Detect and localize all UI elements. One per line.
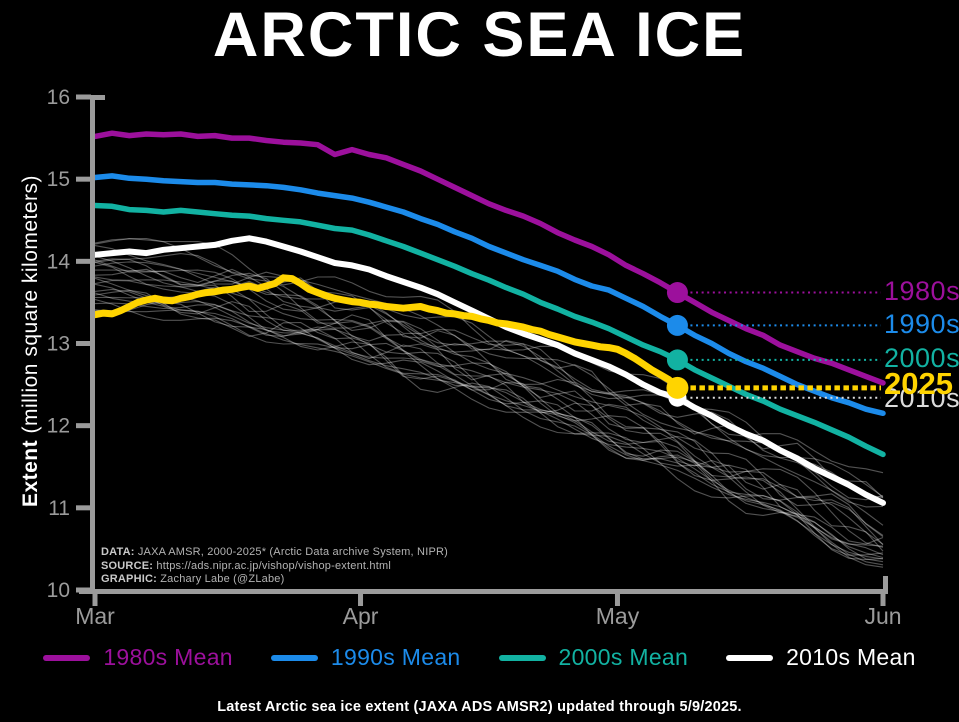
y-tick	[76, 258, 91, 264]
background-year-line	[94, 269, 884, 508]
series-line-2000s-mean	[92, 202, 886, 458]
background-year-line	[94, 238, 884, 474]
background-year-line	[94, 255, 884, 548]
x-tick-label: May	[596, 603, 640, 629]
y-axis-title: Extent (million square kilometers)	[19, 175, 43, 507]
background-year-line	[94, 292, 884, 546]
background-year-line	[94, 258, 884, 536]
y-tick-label: 13	[47, 333, 70, 356]
x-tick-label: Apr	[343, 603, 379, 629]
series-line-1990s-mean	[92, 173, 886, 417]
background-year-line	[94, 289, 884, 545]
current-value-dot-2025	[666, 376, 689, 399]
y-tick-label: 16	[47, 86, 70, 109]
x-tick	[358, 592, 364, 606]
y-tick	[76, 587, 91, 593]
legend-label-2000s: 2000s Mean	[558, 644, 689, 670]
legend: 1980s Mean 1990s Mean 2000s Mean 2010s M…	[0, 644, 959, 671]
end-label-2010s: 2010s	[884, 383, 959, 414]
background-year-line	[94, 238, 884, 526]
background-year-line	[94, 276, 884, 547]
y-tick	[76, 423, 91, 429]
legend-swatch-2000s	[498, 654, 546, 661]
legend-entry-1990s: 1990s Mean	[270, 644, 461, 671]
background-year-line	[94, 283, 884, 556]
background-year-line	[94, 253, 884, 499]
y-tick-label: 15	[47, 168, 70, 191]
background-year-line	[94, 277, 884, 545]
credit-data-line: DATA: JAXA AMSR, 2000-2025* (Arctic Data…	[101, 546, 448, 560]
end-label-1980s: 1980s	[884, 275, 959, 306]
legend-label-2010s: 2010s Mean	[786, 644, 916, 670]
background-year-line	[94, 261, 884, 538]
legend-swatch-2010s	[726, 654, 774, 661]
background-year-line	[94, 298, 884, 568]
credit-data-value: JAXA AMSR, 2000-2025* (Arctic Data archi…	[134, 546, 448, 558]
y-tick-label: 14	[47, 250, 71, 273]
y-tick	[76, 505, 91, 511]
background-year-line	[94, 261, 884, 498]
x-axis-right-cap	[883, 576, 888, 590]
legend-entry-2010s: 2010s Mean	[726, 644, 916, 671]
credit-source-label: SOURCE:	[101, 559, 154, 572]
y-axis-title-bold: Extent	[19, 439, 42, 508]
legend-entry-2000s: 2000s Mean	[498, 644, 689, 671]
y-tick-label: 11	[48, 497, 70, 520]
credit-graphic-line: GRAPHIC: Zachary Labe (@ZLabe)	[101, 573, 448, 587]
current-value-dot-1980s	[666, 282, 688, 304]
y-axis-title-rest: (million square kilometers)	[19, 174, 42, 440]
background-year-line	[94, 268, 884, 552]
y-tick	[76, 341, 91, 346]
background-year-line	[94, 279, 884, 556]
caption: Latest Arctic sea ice extent (JAXA ADS A…	[217, 699, 742, 715]
series-line-1980s-mean	[92, 130, 886, 386]
y-tick-label: 12	[47, 415, 70, 438]
legend-entry-1980s: 1980s Mean	[43, 644, 233, 671]
credit-source-line: SOURCE: https://ads.nipr.ac.jp/vishop/vi…	[101, 560, 448, 574]
current-value-dot-1990s	[666, 314, 688, 336]
background-year-line	[94, 296, 884, 560]
background-year-line	[94, 245, 884, 501]
y-tick	[76, 94, 91, 100]
end-label-2025: 2025	[884, 366, 953, 402]
legend-swatch-1990s	[270, 654, 318, 661]
legend-label-1980s: 1980s Mean	[103, 644, 233, 670]
series-line-2025	[91, 274, 681, 392]
legend-label-1990s: 1990s Mean	[330, 644, 461, 670]
background-year-line	[94, 302, 884, 563]
end-label-1990s: 1990s	[884, 308, 959, 339]
background-year-line	[94, 288, 884, 561]
credit-graphic-value: Zachary Labe (@ZLabe)	[157, 573, 285, 585]
y-tick-label: 10	[47, 579, 70, 602]
y-axis-top-cap	[90, 95, 105, 100]
current-value-dot-2000s	[666, 349, 688, 371]
credit-graphic-label: GRAPHIC:	[101, 573, 157, 585]
background-year-line	[94, 309, 884, 566]
legend-swatch-1980s	[43, 654, 91, 661]
x-tick	[92, 592, 98, 606]
y-tick	[76, 176, 91, 182]
x-axis-spine	[79, 589, 888, 594]
credits-block: DATA: JAXA AMSR, 2000-2025* (Arctic Data…	[101, 546, 448, 587]
x-tick	[614, 592, 620, 606]
y-axis-spine	[90, 95, 95, 592]
current-value-dot-2010s	[668, 388, 687, 407]
credit-data-label: DATA:	[101, 546, 135, 558]
credit-source-value: https://ads.nipr.ac.jp/vishop/vishop-ext…	[153, 559, 391, 572]
background-year-line	[94, 300, 884, 559]
x-tick	[880, 592, 886, 606]
background-year-line	[94, 259, 884, 499]
page-title: ARCTIC SEA ICE	[212, 0, 747, 70]
end-label-2000s: 2000s	[884, 343, 959, 374]
series-line-2010s-mean	[92, 235, 886, 506]
x-tick-label: Mar	[75, 603, 115, 629]
x-tick-label: Jun	[864, 603, 901, 629]
